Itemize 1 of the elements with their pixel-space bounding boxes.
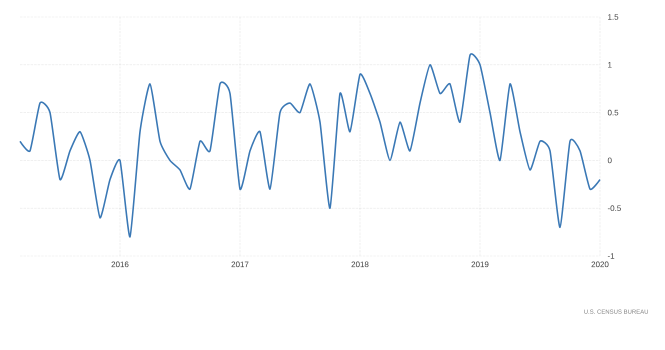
line-series [19,54,601,238]
